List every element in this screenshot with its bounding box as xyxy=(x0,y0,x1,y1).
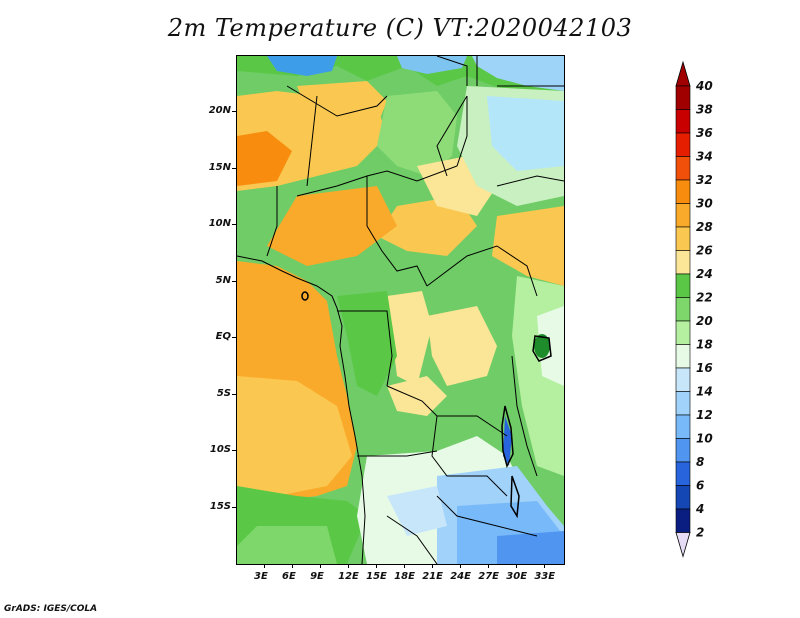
colorbar-level-label: 30 xyxy=(696,197,713,211)
lon-tick-label: 15E xyxy=(366,571,387,582)
colorbar-level-label: 38 xyxy=(696,103,713,117)
colorbar-bottom-arrow xyxy=(675,532,691,558)
lat-tick-label: 5N xyxy=(215,274,231,286)
colorbar-bin xyxy=(675,508,691,533)
lat-tick-label: 10S xyxy=(209,444,231,456)
lon-tick-label: 3E xyxy=(254,571,268,582)
colorbar-bin xyxy=(675,273,691,298)
colorbar-bin xyxy=(675,250,691,275)
colorbar-level-label: 18 xyxy=(696,338,713,352)
map-title: 2m Temperature (C) VT:2020042103 xyxy=(167,14,633,42)
lon-tick-mark xyxy=(404,564,406,568)
colorbar-level-label: 14 xyxy=(696,385,713,399)
colorbar-level-label: 8 xyxy=(696,455,704,469)
lon-tick-label: 24E xyxy=(450,571,471,582)
lat-tick-mark xyxy=(232,506,236,508)
lat-tick-label: 20N xyxy=(208,105,231,117)
lat-tick-mark xyxy=(232,224,236,226)
lat-tick-mark xyxy=(232,111,236,113)
lon-tick-label: 33E xyxy=(534,571,556,582)
colorbar-level-label: 26 xyxy=(696,244,713,258)
lon-tick-label: 12E xyxy=(338,571,359,582)
lat-tick-label: EQ xyxy=(215,331,231,343)
colorbar-level-label: 6 xyxy=(696,479,704,493)
colorbar-level-label: 34 xyxy=(696,150,713,164)
lon-tick-label: 30E xyxy=(506,571,528,582)
colorbar-bin xyxy=(675,344,691,369)
colorbar-level-label: 36 xyxy=(696,126,713,140)
lon-tick-mark xyxy=(376,564,378,568)
colorbar-level-label: 40 xyxy=(695,79,713,93)
lon-tick-label: 18E xyxy=(394,571,415,582)
colorbar-level-label: 20 xyxy=(696,314,713,328)
colorbar-level-label: 12 xyxy=(696,408,713,422)
colorbar-bin xyxy=(675,203,691,228)
colorbar: 40 38 36 34 32 30 28 26 24 22 20 18 16 14 12 10 8 6 4 2 xyxy=(675,60,713,558)
colorbar-bin xyxy=(675,414,691,439)
lon-tick-mark xyxy=(264,564,266,568)
lat-tick-mark xyxy=(232,167,236,169)
colorbar-bin xyxy=(675,391,691,416)
lon-tick-label: 9E xyxy=(310,571,324,582)
colorbar-bin xyxy=(675,367,691,392)
lon-tick-mark xyxy=(488,564,490,568)
lat-tick-label: 10N xyxy=(208,218,231,230)
colorbar-level-label: 16 xyxy=(696,361,713,375)
lon-tick-label: 27E xyxy=(478,571,499,582)
colorbar-level-label: 32 xyxy=(696,173,713,187)
colorbar-bin xyxy=(675,179,691,204)
lat-tick-mark xyxy=(232,393,236,395)
lat-tick-label: 15S xyxy=(209,500,231,512)
lon-tick-label: 6E xyxy=(282,571,296,582)
lon-tick-label: 21E xyxy=(422,571,443,582)
colorbar-top-arrow xyxy=(675,60,691,87)
colorbar-bin xyxy=(675,461,691,486)
lon-tick-mark xyxy=(544,564,546,568)
lon-tick-mark xyxy=(320,564,322,568)
lat-tick-label: 15N xyxy=(208,161,231,173)
colorbar-level-label: 10 xyxy=(696,432,713,446)
colorbar-bin xyxy=(675,297,691,322)
colorbar-level-label: 22 xyxy=(696,291,713,305)
colorbar-level-label: 2 xyxy=(696,526,704,540)
colorbar-bin xyxy=(675,85,691,110)
colorbar-bin xyxy=(675,226,691,251)
lat-tick-mark xyxy=(232,280,236,282)
lat-tick-label: 5S xyxy=(216,387,231,399)
grads-credit: GrADS: IGES/COLA xyxy=(4,604,98,614)
colorbar-level-label: 24 xyxy=(696,267,713,281)
map-plot-area xyxy=(236,55,565,565)
lat-tick-mark xyxy=(232,450,236,452)
lon-tick-mark xyxy=(460,564,462,568)
lon-tick-mark xyxy=(292,564,294,568)
colorbar-bin xyxy=(675,156,691,181)
colorbar-bin xyxy=(675,109,691,134)
colorbar-bin xyxy=(675,485,691,510)
lon-tick-mark xyxy=(432,564,434,568)
lat-tick-mark xyxy=(232,337,236,339)
colorbar-level-label: 4 xyxy=(695,502,704,516)
lon-tick-mark xyxy=(348,564,350,568)
colorbar-bin xyxy=(675,438,691,463)
temperature-field xyxy=(237,56,564,564)
lon-tick-mark xyxy=(516,564,518,568)
colorbar-bin xyxy=(675,320,691,345)
colorbar-level-label: 28 xyxy=(696,220,713,234)
colorbar-bin xyxy=(675,132,691,157)
